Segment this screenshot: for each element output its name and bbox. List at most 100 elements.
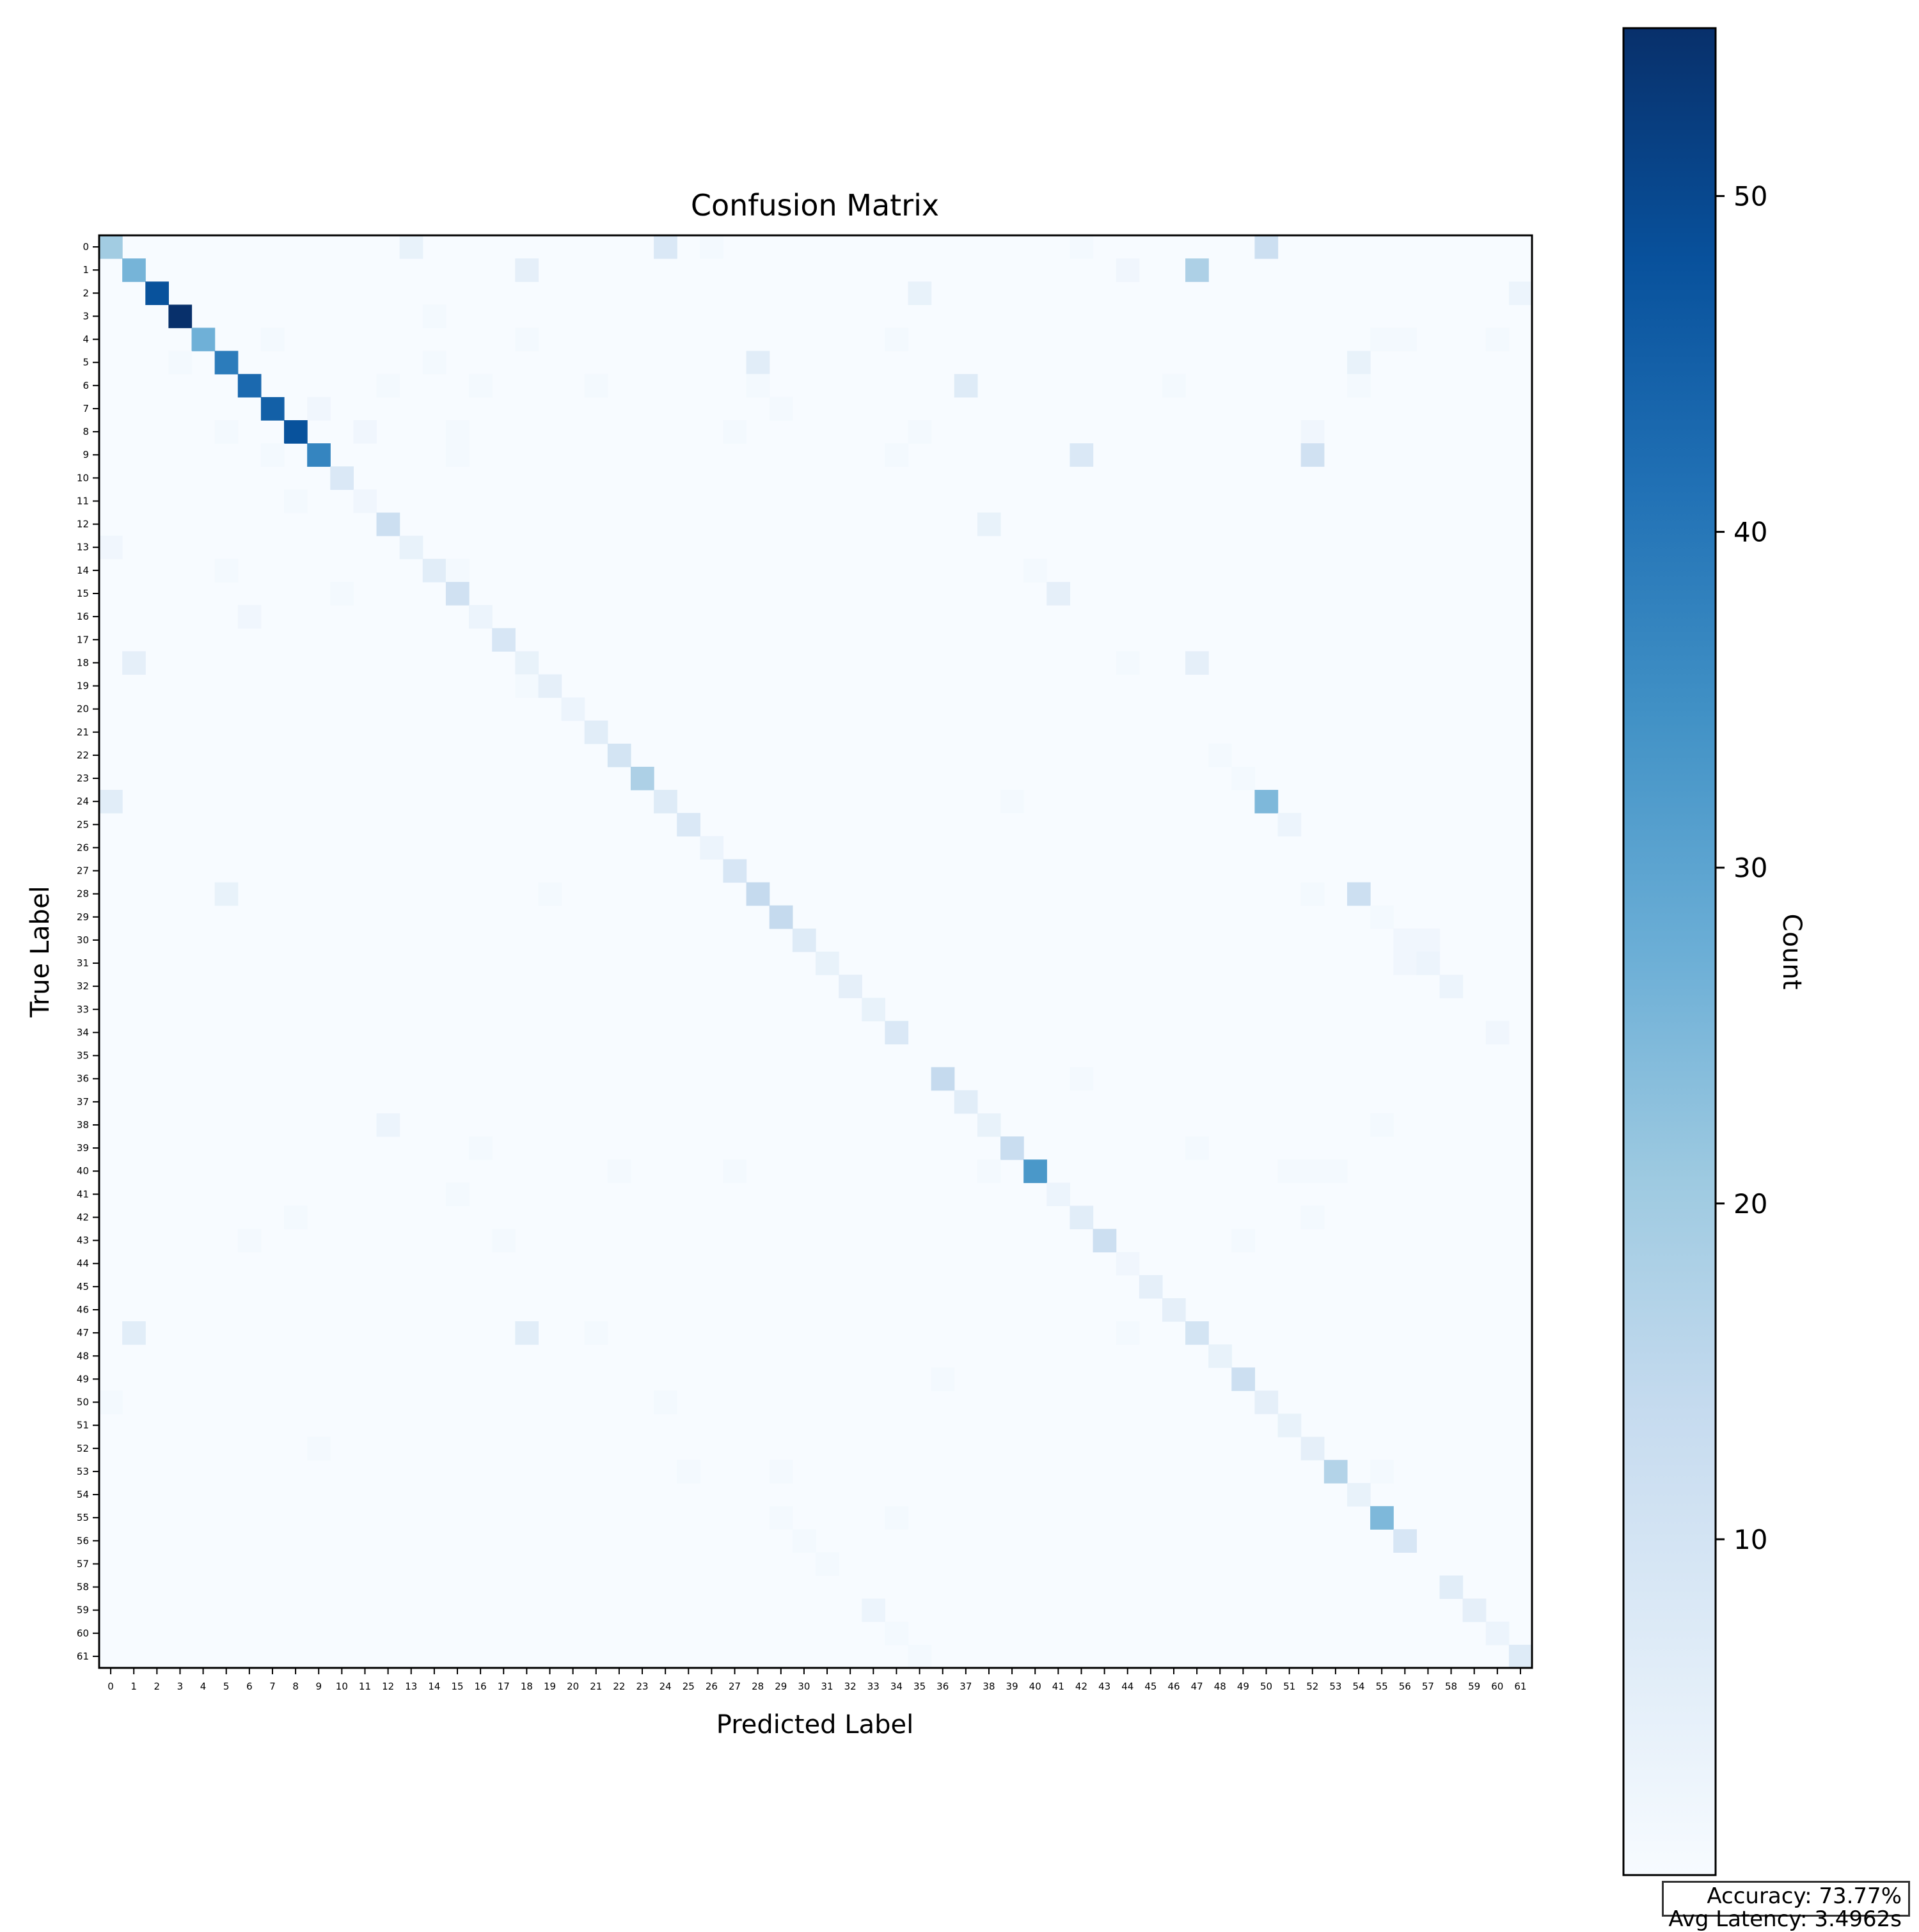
heatmap-cell xyxy=(677,813,700,836)
x-tick-label: 54 xyxy=(1352,1681,1364,1692)
x-tick-label: 1 xyxy=(130,1681,137,1692)
x-tick-label: 58 xyxy=(1445,1681,1457,1692)
heatmap-cell xyxy=(515,258,539,282)
heatmap-cell xyxy=(792,928,816,952)
x-tick-label: 44 xyxy=(1121,1681,1133,1692)
x-tick-label: 18 xyxy=(521,1681,533,1692)
heatmap-cell xyxy=(99,1390,123,1415)
heatmap-cell xyxy=(630,766,654,790)
x-tick-label: 33 xyxy=(867,1681,880,1692)
y-tick-label: 34 xyxy=(77,1026,89,1038)
heatmap-cell xyxy=(908,1644,932,1669)
heatmap-cell xyxy=(515,651,539,675)
heatmap-cell xyxy=(931,1367,955,1392)
y-tick-label: 3 xyxy=(83,310,89,322)
heatmap-cell xyxy=(1300,443,1325,467)
y-tick-label: 48 xyxy=(77,1350,89,1362)
y-tick-label: 30 xyxy=(77,934,89,946)
heatmap-cell xyxy=(1393,1529,1417,1553)
x-tick-label: 8 xyxy=(292,1681,299,1692)
heatmap-cell xyxy=(1277,813,1302,836)
heatmap-cell xyxy=(1185,258,1209,282)
y-tick-label: 20 xyxy=(77,703,89,715)
y-tick-label: 56 xyxy=(77,1535,89,1546)
heatmap-cell xyxy=(1208,743,1232,767)
heatmap-cell xyxy=(1370,905,1394,929)
heatmap-cell xyxy=(1300,420,1325,444)
heatmap-cell xyxy=(1300,1159,1325,1183)
heatmap-cell xyxy=(284,489,308,514)
heatmap-cell xyxy=(492,1229,516,1253)
heatmap-cell xyxy=(353,420,377,444)
x-tick-label: 45 xyxy=(1144,1681,1157,1692)
heatmap-cell xyxy=(399,535,423,560)
heatmap-cell xyxy=(1254,235,1279,259)
x-tick-label: 10 xyxy=(336,1681,348,1692)
colorbar-label: Count xyxy=(1777,914,1806,990)
heatmap-cell xyxy=(885,1506,909,1530)
y-tick-label: 32 xyxy=(77,980,89,992)
heatmap-cell xyxy=(353,489,377,514)
heatmap-cell xyxy=(214,420,239,444)
colorbar-tick-label: 50 xyxy=(1733,181,1767,212)
heatmap-cell xyxy=(1070,235,1094,259)
x-tick-label: 39 xyxy=(1006,1681,1018,1692)
plot-frame xyxy=(98,234,1533,1669)
y-tick-label: 18 xyxy=(77,657,89,668)
heatmap-cell xyxy=(1370,1459,1394,1484)
heatmap-cell xyxy=(1485,1021,1510,1045)
x-tick-label: 41 xyxy=(1052,1681,1064,1692)
heatmap-cell xyxy=(1416,928,1441,952)
latency-text: Avg Latency: 3.4962s xyxy=(1668,1906,1902,1932)
heatmap-cell xyxy=(1393,327,1417,352)
heatmap-cell xyxy=(746,882,770,906)
heatmap-cell xyxy=(908,281,932,305)
heatmap-cell xyxy=(700,235,724,259)
heatmap-cell xyxy=(214,350,239,375)
y-tick-label: 61 xyxy=(77,1651,89,1662)
y-axis-label: True Label xyxy=(26,886,55,1018)
x-tick-label: 23 xyxy=(636,1681,648,1692)
x-tick-label: 49 xyxy=(1237,1681,1249,1692)
heatmap-cell xyxy=(99,790,123,813)
accuracy-text: Accuracy: 73.77% xyxy=(1707,1883,1902,1909)
y-tick-label: 42 xyxy=(77,1211,89,1223)
heatmap-cell xyxy=(654,790,677,813)
heatmap-cell xyxy=(607,743,631,767)
heatmap-cell xyxy=(1162,373,1186,398)
colorbar xyxy=(1622,27,1717,1876)
heatmap-cell xyxy=(515,327,539,352)
y-tick-label: 54 xyxy=(77,1489,89,1500)
x-tick-label: 60 xyxy=(1491,1681,1503,1692)
heatmap-cell xyxy=(1231,1367,1256,1392)
y-tick-label: 43 xyxy=(77,1235,89,1246)
heatmap-cell xyxy=(445,420,470,444)
y-tick-label: 45 xyxy=(77,1281,89,1292)
x-axis-label: Predicted Label xyxy=(716,1710,913,1740)
x-tick-label: 14 xyxy=(428,1681,440,1692)
heatmap-cell xyxy=(1485,1621,1510,1645)
x-tick-label: 59 xyxy=(1468,1681,1480,1692)
heatmap-cell xyxy=(1300,1206,1325,1230)
y-tick-label: 21 xyxy=(77,726,89,738)
heatmap-cell xyxy=(654,235,677,259)
heatmap-cell xyxy=(469,605,493,629)
y-tick-label: 24 xyxy=(77,796,89,807)
y-tick-label: 53 xyxy=(77,1466,89,1477)
colorbar-tick-label: 40 xyxy=(1733,517,1767,548)
x-tick-label: 36 xyxy=(936,1681,949,1692)
x-tick-label: 35 xyxy=(913,1681,926,1692)
heatmap-cell xyxy=(1231,1229,1256,1253)
x-tick-label: 43 xyxy=(1098,1681,1110,1692)
heatmap-cell xyxy=(1346,882,1371,906)
y-tick-label: 47 xyxy=(77,1327,89,1339)
heatmap-cell xyxy=(677,1459,700,1484)
x-tick-label: 57 xyxy=(1422,1681,1434,1692)
heatmap-cell xyxy=(214,558,239,583)
y-tick-label: 40 xyxy=(77,1165,89,1177)
heatmap-cell xyxy=(376,512,400,537)
x-tick-label: 46 xyxy=(1167,1681,1180,1692)
y-tick-label: 15 xyxy=(77,588,89,599)
y-tick-label: 5 xyxy=(83,357,89,368)
